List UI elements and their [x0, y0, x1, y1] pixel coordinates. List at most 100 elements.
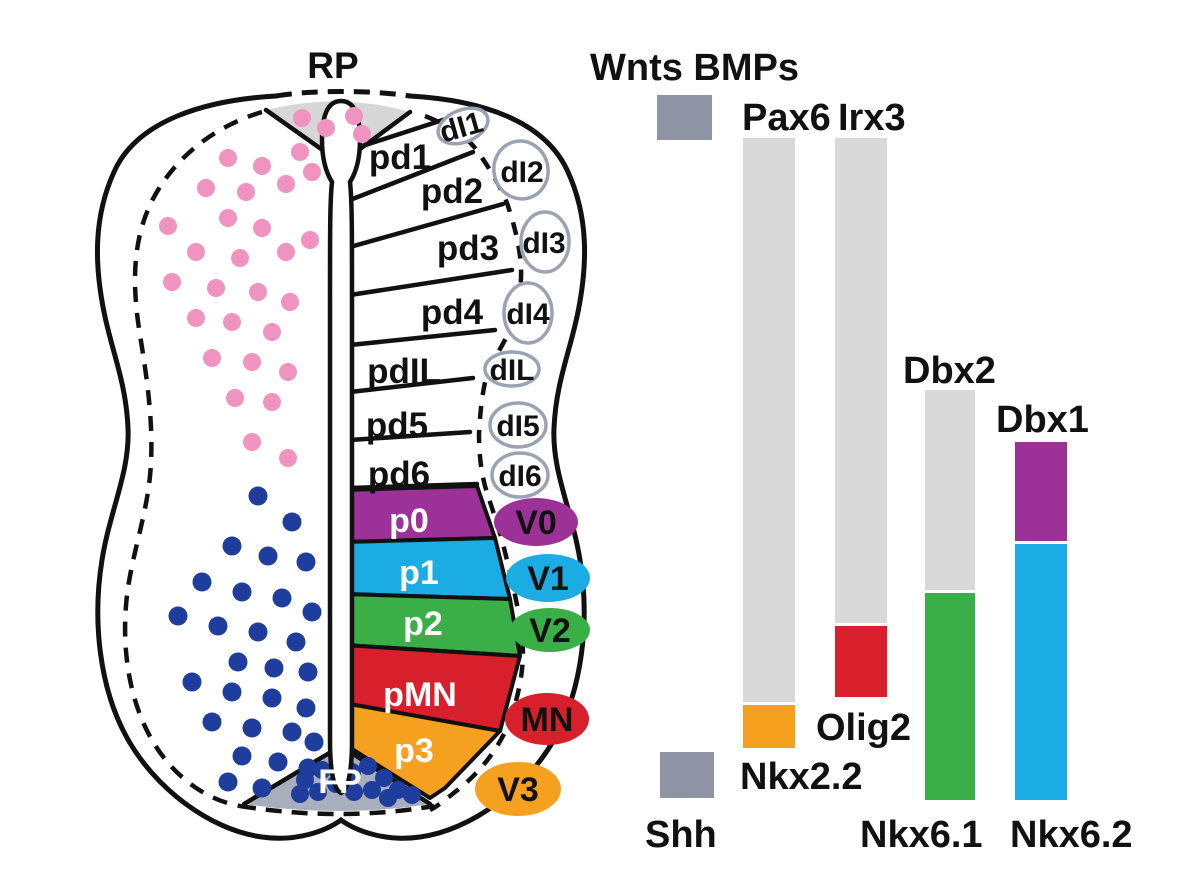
cell-dot	[243, 433, 261, 451]
roof-plate-dashed-top	[275, 89, 411, 99]
dorsal-progenitor-bands	[350, 117, 512, 488]
cell-dot	[303, 163, 321, 181]
ellipse-V0	[494, 498, 578, 546]
cell-dot	[168, 606, 188, 626]
band-pd6	[350, 432, 477, 488]
cell-dot	[258, 546, 278, 566]
dorsal-cell-dots	[159, 107, 371, 467]
pax6-bar-gray-segment	[743, 138, 795, 702]
cell-dot	[277, 175, 295, 193]
cell-dot	[313, 761, 331, 779]
dbx1-expression-bar	[1015, 442, 1067, 800]
cell-dot	[197, 179, 215, 197]
cell-dot	[309, 783, 327, 801]
shh-source-swatch	[660, 752, 714, 798]
label-dI5: dI5	[496, 410, 539, 443]
cell-dot	[272, 588, 292, 608]
irx3-expression-bar	[835, 138, 887, 697]
cell-dot	[159, 217, 177, 235]
neural-tube-outline	[94, 93, 588, 841]
label-V3: V3	[497, 771, 539, 809]
cell-dot	[277, 243, 295, 261]
cell-dot	[228, 652, 248, 672]
nkx6-2-bar-cyan-segment	[1015, 544, 1067, 800]
cell-dot	[207, 279, 225, 297]
cell-dot	[202, 712, 222, 732]
cell-dot	[218, 772, 238, 792]
neuron-domain-ellipses	[436, 106, 590, 816]
ellipse-dI5	[488, 401, 548, 449]
band-pdIL	[350, 330, 495, 392]
cell-dot	[263, 393, 281, 411]
label-p3: p3	[394, 732, 434, 770]
cell-dot	[296, 552, 316, 572]
floor-plate-label: FP	[318, 763, 361, 801]
neuron-domain-labels: dI1 dI2 dI3 dI4 dIL dI5 dI6 V0 V1 V2 MN …	[436, 106, 574, 809]
cell-dot	[302, 602, 322, 622]
cell-dot	[264, 658, 284, 678]
cell-dot	[249, 283, 267, 301]
ellipse-MN	[505, 693, 589, 745]
olig2-bar-red-segment	[835, 626, 887, 697]
cell-dot	[379, 789, 397, 807]
dbx1-bar-purple-segment	[1015, 442, 1067, 541]
cell-dot	[296, 698, 316, 718]
cell-dot	[301, 231, 319, 249]
dorsal-morphogens-label: Wnts BMPs	[590, 47, 799, 89]
label-V0: V0	[515, 504, 557, 542]
cell-dot	[281, 293, 299, 311]
label-pMN: pMN	[383, 676, 457, 714]
cell-dot	[232, 746, 252, 766]
label-pd6: pd6	[368, 455, 430, 494]
cell-dot	[187, 309, 205, 327]
ellipse-dI4	[502, 281, 554, 345]
nkx2-2-bar-orange-segment	[743, 705, 795, 748]
cell-dot	[317, 119, 335, 137]
cell-dot	[279, 449, 297, 467]
cell-dot	[163, 273, 181, 291]
central-canal	[319, 98, 363, 796]
ellipse-dI6	[490, 451, 550, 499]
label-pd5: pd5	[366, 406, 428, 445]
cell-dot	[252, 778, 272, 798]
ellipse-dI1	[436, 106, 490, 146]
label-dI4: dI4	[506, 298, 550, 331]
label-MN: MN	[521, 701, 574, 739]
pax6-expression-bar	[743, 138, 795, 748]
cell-dot	[304, 732, 324, 752]
cell-dot	[293, 109, 311, 127]
dbx1-label: Dbx1	[996, 399, 1089, 441]
dbx2-expression-bar	[925, 390, 975, 800]
label-pd4: pd4	[421, 293, 484, 332]
cell-dot	[282, 722, 302, 742]
label-dI3: dI3	[522, 227, 565, 260]
ventral-morphogen-label: Shh	[645, 814, 717, 856]
cell-dot	[182, 672, 202, 692]
cell-dot	[345, 107, 363, 125]
nkx6-1-label: Nkx6.1	[860, 814, 983, 856]
ventricular-dashed-boundary-right	[424, 113, 526, 813]
cell-dot	[237, 183, 255, 201]
cell-dot	[226, 389, 244, 407]
cell-dot	[279, 363, 297, 381]
nkx6-1-bar-green-segment	[925, 593, 975, 800]
cell-dot	[222, 536, 242, 556]
cell-dot	[262, 688, 282, 708]
label-p0: p0	[389, 502, 429, 540]
wnts-bmps-source-swatch	[657, 95, 712, 140]
label-V1: V1	[527, 560, 569, 598]
band-pd3	[350, 204, 512, 295]
cell-dot	[222, 682, 242, 702]
dbx2-label: Dbx2	[903, 350, 996, 392]
cell-dot	[242, 718, 262, 738]
irx3-bar-gray-segment	[835, 138, 887, 623]
band-pd5	[350, 378, 473, 440]
ellipse-dI2	[492, 139, 550, 201]
label-dI1: dI1	[436, 106, 487, 150]
cell-dot	[291, 143, 309, 161]
band-pd2	[350, 152, 503, 247]
pax6-label: Pax6	[742, 97, 831, 139]
cell-dot	[359, 757, 377, 775]
ellipse-V1	[506, 554, 590, 602]
